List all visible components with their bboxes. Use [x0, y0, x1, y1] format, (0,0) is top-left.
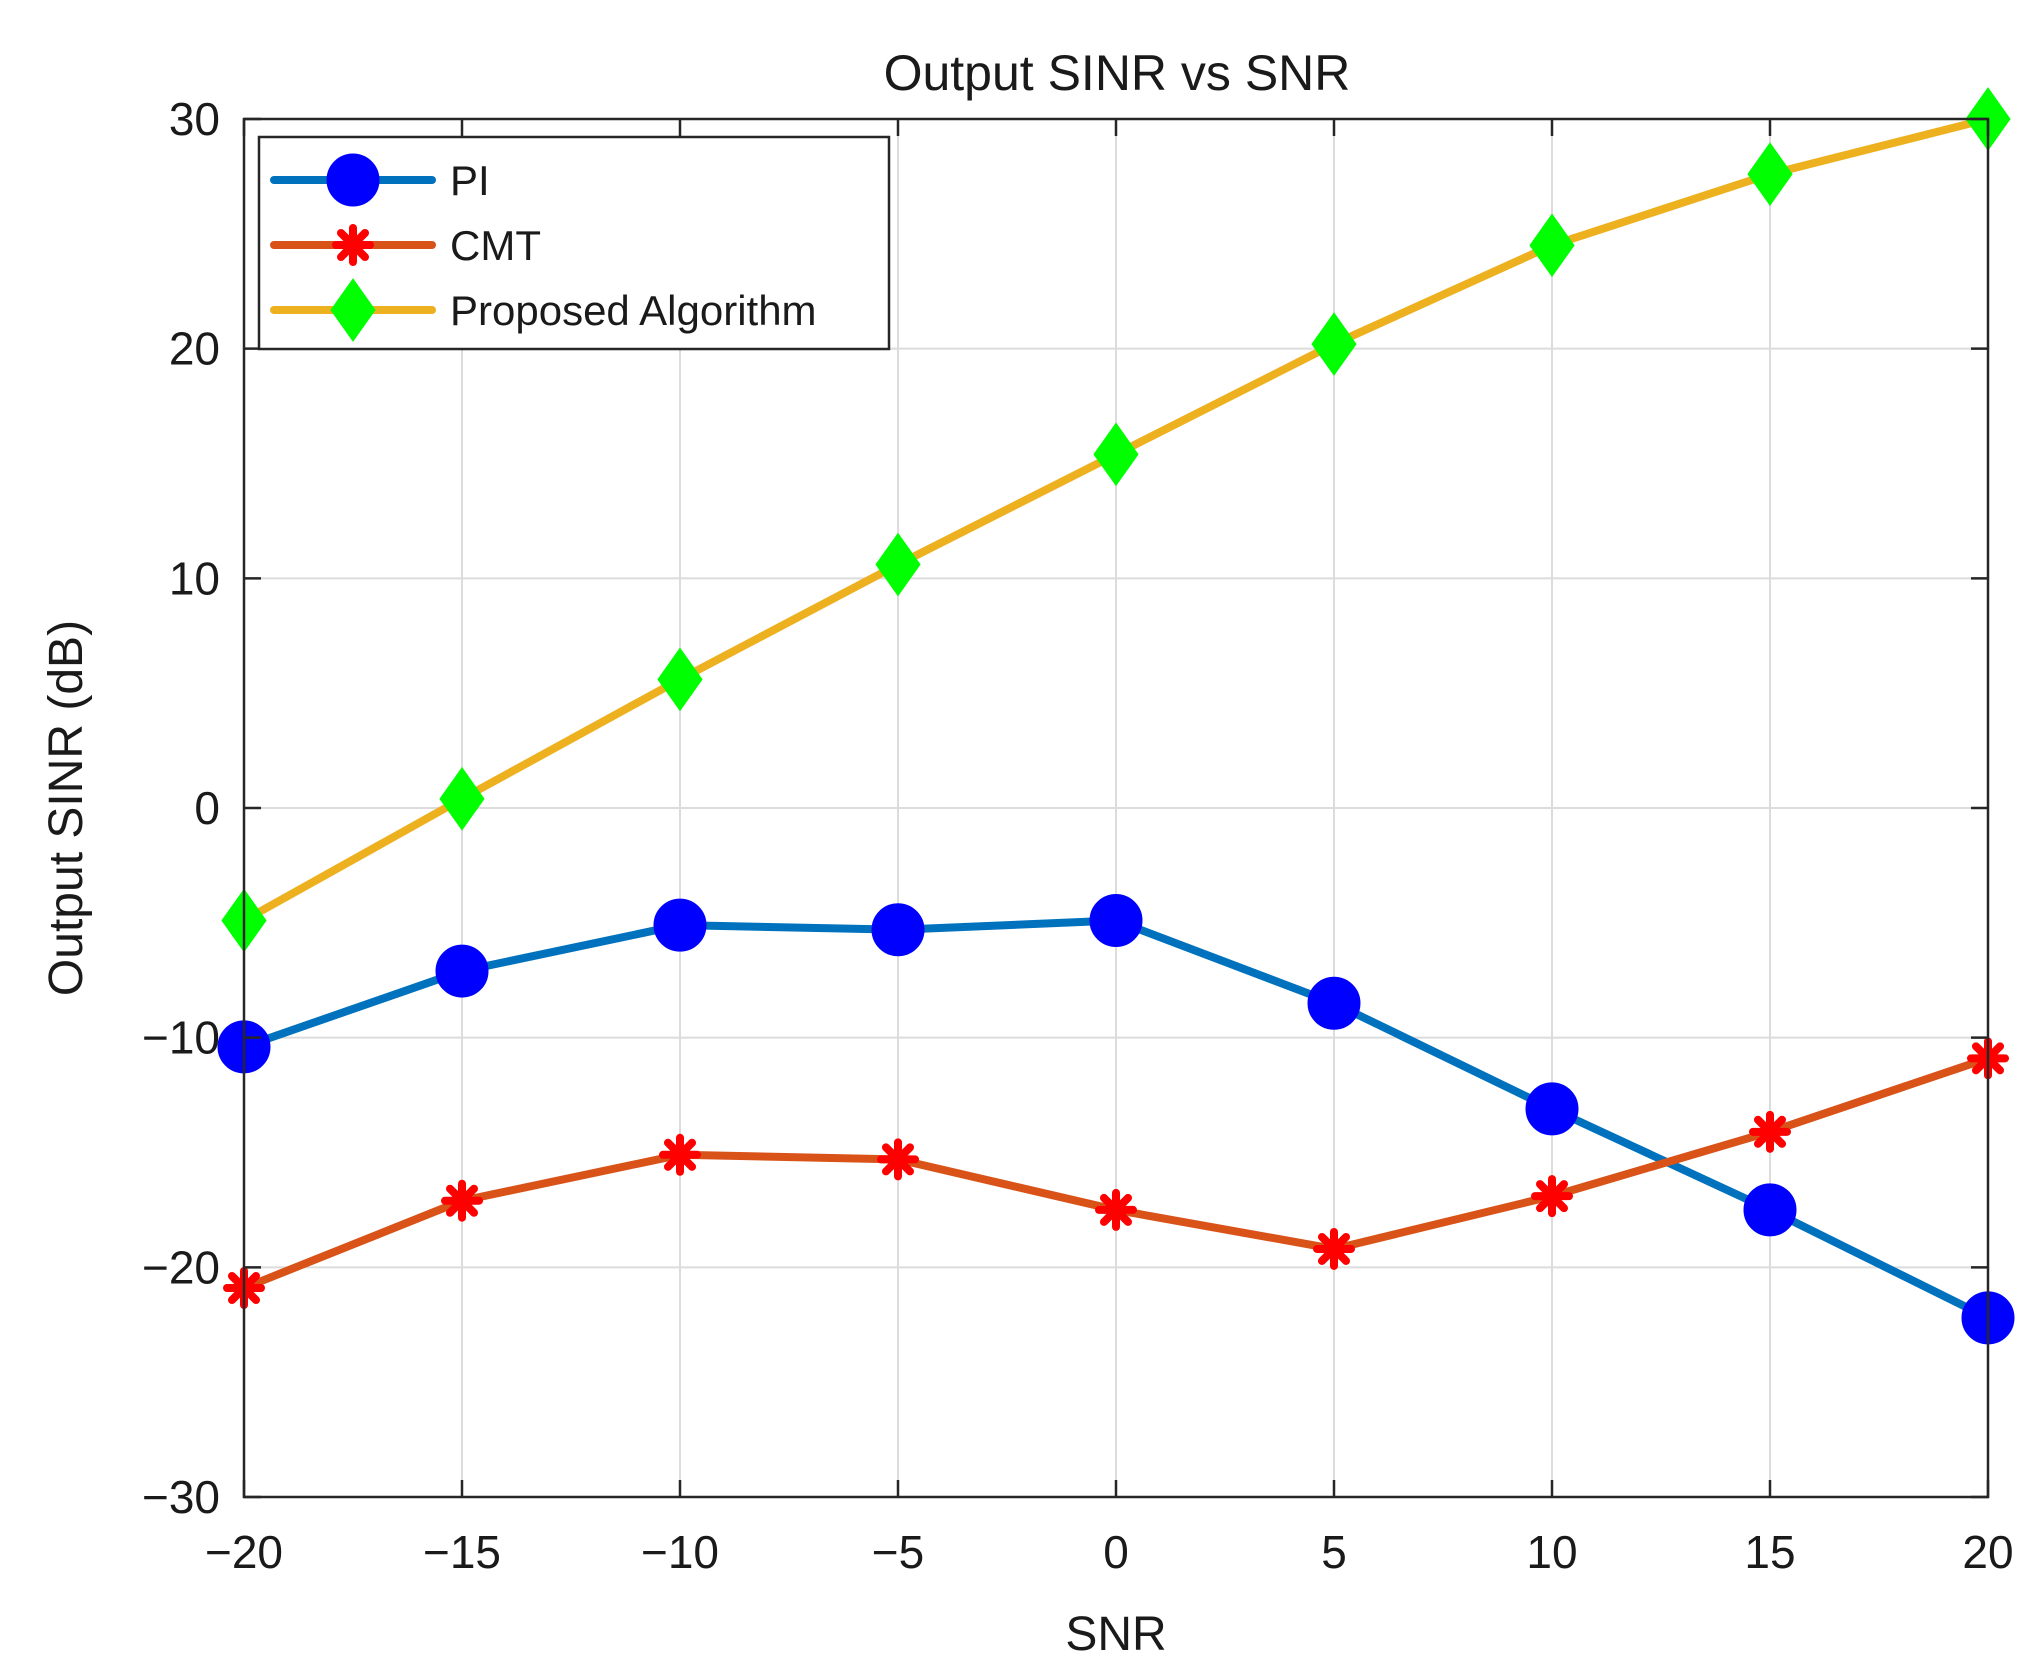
data-point-cmt	[1749, 1110, 1791, 1153]
asterisk-stroke	[1753, 1115, 1787, 1148]
data-point-proposed-algorithm	[1747, 142, 1793, 206]
asterisk-stroke	[1099, 1193, 1133, 1226]
x-axis-label: SNR	[1065, 1608, 1166, 1661]
x-tick-label: 10	[1526, 1526, 1577, 1578]
x-axis: −20 −15 −10 −5 0 5 10 15 20	[205, 1526, 2014, 1578]
data-point-pi	[1525, 1082, 1579, 1136]
y-tick-label: 20	[169, 323, 220, 375]
legend-marker-proposed-algorithm	[330, 278, 376, 342]
data-point-pi	[871, 903, 925, 957]
legend-marker-pi	[326, 153, 380, 207]
data-point-pi	[435, 944, 489, 998]
x-tick-label: −5	[872, 1526, 924, 1578]
data-point-cmt	[659, 1133, 701, 1176]
x-tick-label: 20	[1962, 1526, 2013, 1578]
data-point-proposed-algorithm	[1311, 312, 1357, 376]
y-tick-label: −10	[142, 1012, 220, 1064]
x-tick-label: 5	[1321, 1526, 1347, 1578]
data-point-pi	[1743, 1183, 1797, 1237]
data-point-cmt	[1531, 1175, 1573, 1218]
data-point-pi	[1089, 894, 1143, 948]
legend-label-pi: PI	[450, 157, 490, 204]
y-tick-label: 0	[194, 782, 220, 834]
legend-marker-cmt	[332, 224, 374, 266]
data-point-proposed-algorithm	[657, 647, 703, 712]
data-point-proposed-algorithm	[1093, 422, 1139, 487]
y-axis: −30 −20 −10 0 10 20 30	[142, 93, 220, 1523]
y-tick-label: 10	[169, 552, 220, 604]
asterisk-stroke	[336, 228, 370, 262]
data-point-cmt	[1095, 1188, 1137, 1231]
legend-label-proposed-algorithm: Proposed Algorithm	[450, 287, 817, 334]
y-tick-label: −20	[142, 1241, 220, 1293]
data-point-pi	[653, 898, 707, 952]
asterisk-stroke	[881, 1143, 915, 1176]
data-point-cmt	[1313, 1227, 1355, 1270]
y-axis-label: Output SINR (dB)	[40, 620, 93, 996]
x-tick-label: 15	[1744, 1526, 1795, 1578]
chart-title: Output SINR vs SNR	[884, 45, 1351, 101]
data-point-cmt	[441, 1179, 483, 1222]
data-point-proposed-algorithm	[875, 532, 921, 597]
asterisk-stroke	[1317, 1232, 1351, 1265]
y-tick-label: 30	[169, 93, 220, 145]
data-point-pi	[1307, 976, 1361, 1030]
data-point-proposed-algorithm	[439, 766, 485, 831]
x-tick-label: −15	[423, 1526, 501, 1578]
asterisk-stroke	[1535, 1180, 1569, 1213]
x-tick-label: 0	[1103, 1526, 1129, 1578]
x-tick-label: −10	[641, 1526, 719, 1578]
x-tick-label: −20	[205, 1526, 283, 1578]
data-point-proposed-algorithm	[1529, 213, 1575, 278]
y-tick-label: −30	[142, 1471, 220, 1523]
asterisk-stroke	[445, 1184, 479, 1217]
asterisk-stroke	[663, 1138, 697, 1171]
legend: PI CMT Proposed Algorithm	[257, 135, 891, 351]
data-point-cmt	[877, 1138, 919, 1181]
legend-label-cmt: CMT	[450, 222, 541, 269]
